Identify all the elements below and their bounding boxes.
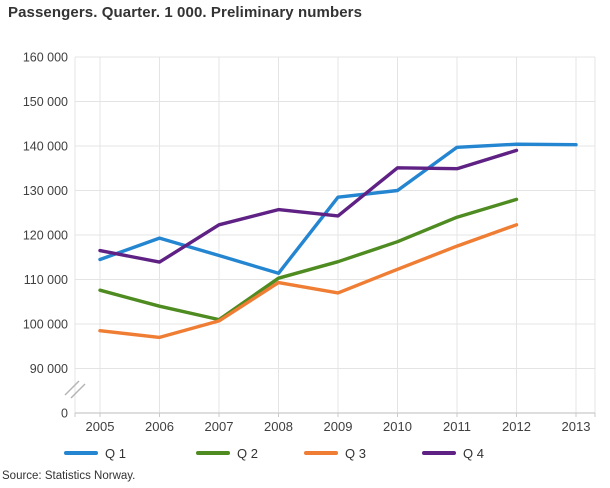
x-axis-year-label: 2010 (383, 419, 412, 434)
x-axis-year-label: 2011 (443, 419, 471, 434)
legend-line-swatch-q1 (64, 451, 98, 455)
x-axis-year-label: 2005 (86, 419, 115, 434)
y-axis-tick-label: 160 000 (23, 51, 68, 65)
y-axis-tick-label: 90 000 (30, 362, 68, 376)
legend-label-q1: Q 1 (105, 445, 126, 461)
y-axis-tick-label: 140 000 (23, 140, 68, 154)
y-axis-tick-label: 120 000 (23, 229, 68, 243)
legend-item-q1[interactable]: Q 1 (64, 444, 126, 462)
x-axis-year-label: 2006 (145, 419, 174, 434)
axis-break-mark (70, 383, 86, 399)
legend-label-q3: Q 3 (345, 445, 366, 461)
source-note: Source: Statistics Norway. (2, 470, 136, 482)
x-axis-year-label: 2013 (562, 419, 591, 434)
chart-title: Passengers. Quarter. 1 000. Preliminary … (8, 4, 363, 21)
x-axis-year-label: 2007 (205, 419, 234, 434)
legend-label-q2: Q 2 (237, 445, 258, 461)
y-axis-tick-label: 100 000 (23, 318, 68, 332)
legend-line-swatch-q4 (422, 451, 456, 455)
y-axis-zero-label: 0 (61, 407, 68, 421)
chart-legend: Q 1 Q 2 Q 3 Q 4 (0, 444, 610, 464)
axis-break-mark (64, 380, 80, 396)
legend-label-q4: Q 4 (463, 445, 484, 461)
series-line-q4 (98, 148, 519, 264)
series-line-q2 (98, 197, 519, 322)
x-axis-year-label: 2008 (264, 419, 293, 434)
legend-item-q4[interactable]: Q 4 (422, 444, 484, 462)
legend-item-q2[interactable]: Q 2 (196, 444, 258, 462)
x-axis-year-label: 2012 (502, 419, 531, 434)
y-axis-tick-label: 130 000 (23, 184, 68, 198)
legend-item-q3[interactable]: Q 3 (304, 444, 366, 462)
legend-line-swatch-q3 (304, 451, 338, 455)
passengers-line-chart: 160 000 150 000 140 000 130 000 120 000 110 0… (23, 51, 596, 434)
series-line-q3 (98, 223, 519, 340)
y-axis-tick-label: 150 000 (23, 95, 68, 109)
series-line-q1 (98, 142, 578, 275)
legend-line-swatch-q2 (196, 451, 230, 455)
y-axis-tick-label: 110 000 (24, 273, 68, 287)
x-axis-year-label: 2009 (324, 419, 353, 434)
